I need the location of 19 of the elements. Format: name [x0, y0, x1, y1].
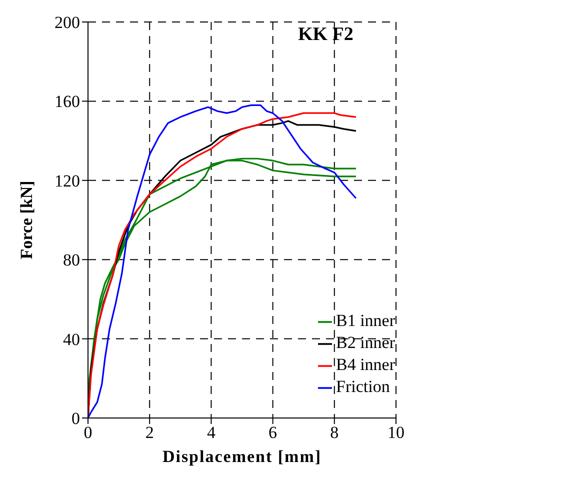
- y-tick-label: 200: [54, 13, 80, 32]
- x-tick-label: 10: [388, 423, 404, 442]
- y-tick-label: 0: [72, 409, 80, 428]
- legend-label: B1 inner: [336, 311, 396, 330]
- x-axis-title: Displacement [mm]: [162, 447, 322, 466]
- x-tick-label: 8: [330, 423, 339, 442]
- x-tick-label: 6: [268, 423, 278, 442]
- y-tick-label: 40: [63, 330, 80, 349]
- x-tick-label: 2: [145, 423, 154, 442]
- y-tick-label: 80: [63, 250, 80, 270]
- y-tick-label: 120: [54, 171, 80, 190]
- y-tick-label: 160: [54, 92, 80, 112]
- y-axis-title: Force [kN]: [17, 180, 36, 260]
- legend-label: Friction: [336, 377, 390, 396]
- chart-title: KK F2: [298, 24, 354, 46]
- legend-label: B4 inner: [336, 355, 396, 374]
- x-tick-label: 0: [84, 423, 92, 442]
- x-tick-label: 4: [206, 423, 216, 442]
- legend-label: B2 inner: [336, 333, 396, 352]
